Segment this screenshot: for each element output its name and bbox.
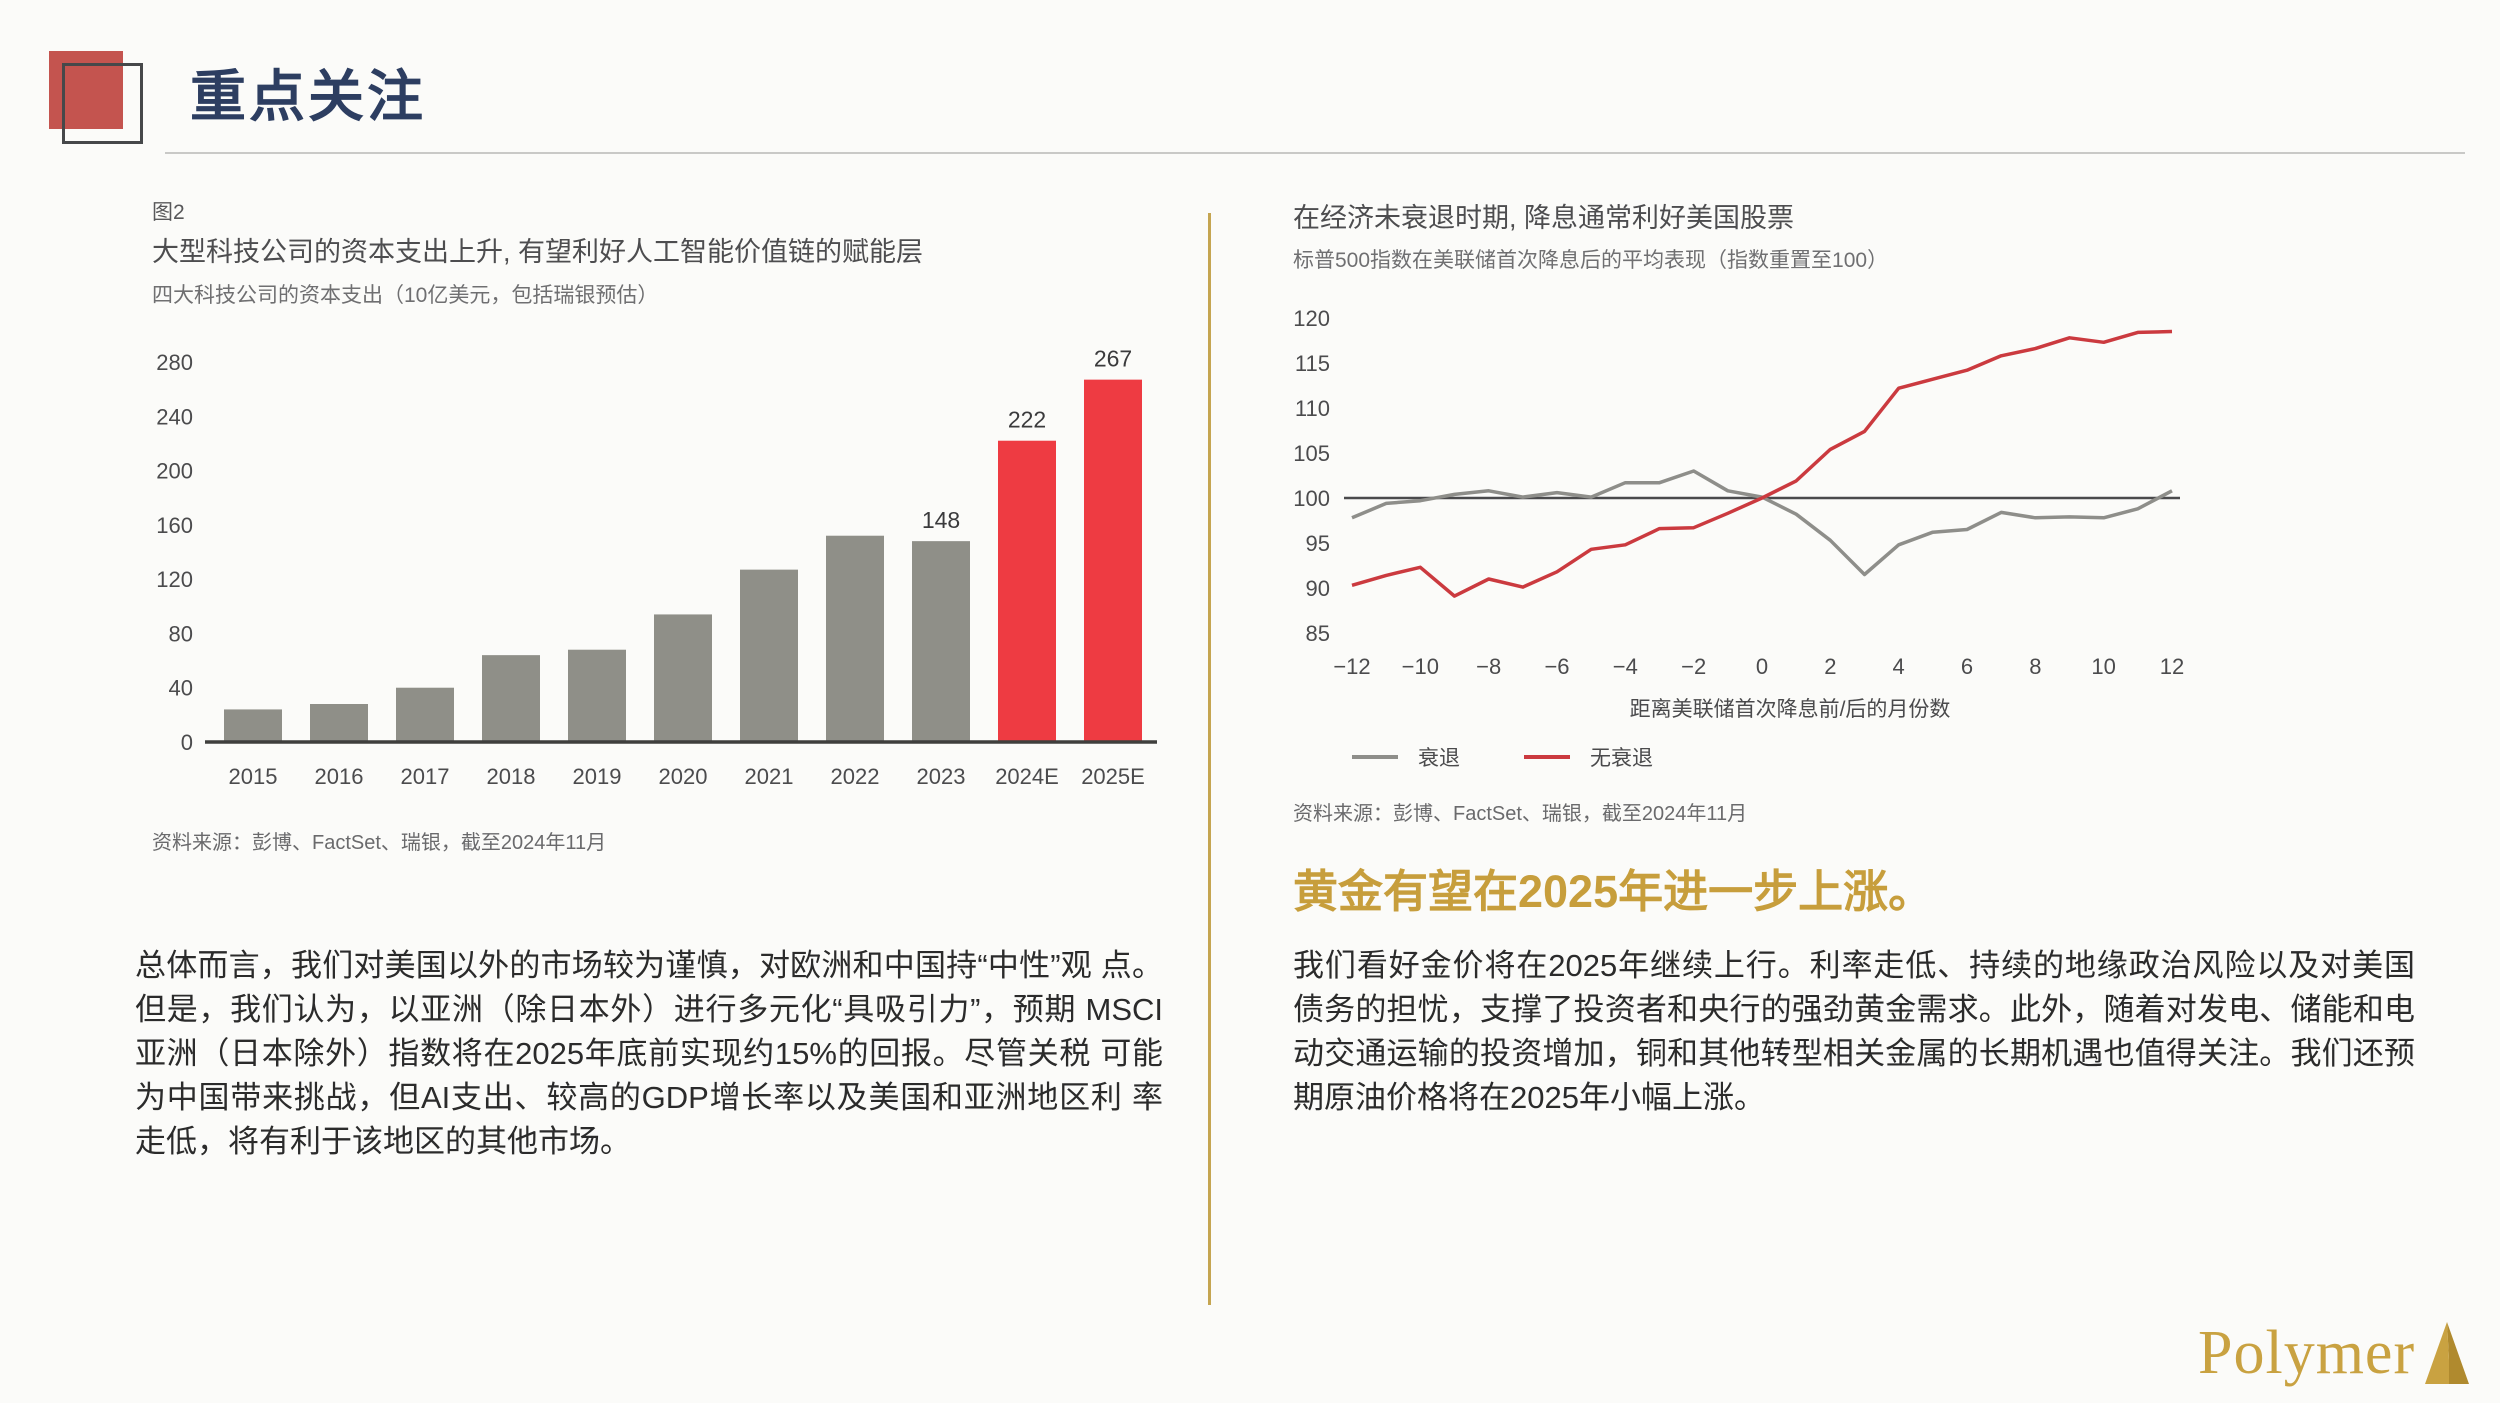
bar-y-tick-label: 280 bbox=[156, 350, 193, 375]
legend-item-recession: 衰退 bbox=[1352, 742, 1460, 772]
bar-2015 bbox=[224, 709, 282, 742]
bar-x-tick-label: 2025E bbox=[1081, 764, 1145, 789]
logo-triangle-icon bbox=[2425, 1322, 2470, 1384]
bar-y-tick-label: 40 bbox=[169, 676, 193, 701]
bar-2021 bbox=[740, 569, 798, 742]
line-x-tick-label: −10 bbox=[1402, 654, 1439, 679]
column-divider-line bbox=[1208, 213, 1211, 1305]
line-y-tick-label: 120 bbox=[1293, 306, 1330, 331]
bar-y-tick-label: 0 bbox=[181, 730, 193, 755]
line-x-tick-label: 4 bbox=[1893, 654, 1905, 679]
series-line-无衰退 bbox=[1351, 329, 2173, 598]
bar-x-tick-label: 2018 bbox=[487, 764, 536, 789]
page-title: 重点关注 bbox=[190, 65, 426, 128]
line-chart-legend: 衰退 无衰退 bbox=[1352, 742, 1653, 772]
line-chart-x-axis-label: 距离美联储首次降息前/后的月份数 bbox=[1630, 698, 1951, 721]
line-x-tick-label: 2 bbox=[1824, 654, 1836, 679]
logo-wordmark: Polymer bbox=[2198, 1319, 2416, 1387]
bar-x-tick-label: 2016 bbox=[315, 764, 364, 789]
line-x-tick-label: 0 bbox=[1756, 654, 1768, 679]
bar-x-tick-label: 2017 bbox=[401, 764, 450, 789]
bar-x-tick-label: 2020 bbox=[659, 764, 708, 789]
line-y-tick-label: 110 bbox=[1295, 396, 1330, 421]
title-divider-line bbox=[165, 152, 2465, 154]
recession-line-swatch bbox=[1352, 755, 1398, 759]
bar-2019 bbox=[568, 649, 626, 742]
line-x-tick-label: −4 bbox=[1613, 654, 1638, 679]
line-x-tick-label: 10 bbox=[2091, 654, 2115, 679]
line-x-tick-label: 8 bbox=[2029, 654, 2041, 679]
bar-y-tick-label: 240 bbox=[156, 404, 193, 429]
line-y-tick-label: 90 bbox=[1306, 576, 1330, 601]
bar-value-label: 222 bbox=[1008, 407, 1046, 433]
right-chart-title: 在经济未衰退时期, 降息通常利好美国股票 bbox=[1293, 203, 1795, 233]
line-x-tick-label: −12 bbox=[1333, 654, 1370, 679]
sp500-line-chart: 85 90 95 100 105 110 115 120 −12 −10 −8 −6 −4 −2 0 2 4 6 8… bbox=[1293, 306, 2184, 721]
bar-value-label: 148 bbox=[922, 507, 960, 533]
bar-y-tick-label: 200 bbox=[156, 459, 193, 484]
bar-value-label: 267 bbox=[1094, 346, 1132, 372]
bar-x-tick-label: 2024E bbox=[995, 764, 1059, 789]
bar-y-tick-label: 120 bbox=[156, 567, 193, 592]
legend-label-recession: 衰退 bbox=[1418, 747, 1460, 770]
bar-2017 bbox=[396, 687, 454, 742]
bar-x-tick-label: 2015 bbox=[229, 764, 278, 789]
legend-label-no-recession: 无衰退 bbox=[1590, 747, 1653, 770]
line-x-tick-label: 6 bbox=[1961, 654, 1973, 679]
series-line-衰退 bbox=[1351, 469, 2173, 577]
right-chart-subtitle: 标普500指数在美联储首次降息后的平均表现（指数重置至100） bbox=[1293, 249, 1889, 272]
left-chart-subtitle: 四大科技公司的资本支出（10亿美元，包括瑞银预估） bbox=[152, 284, 659, 307]
gold-heading: 黄金有望在2025年进一步上涨。 bbox=[1293, 866, 1934, 917]
left-chart-source: 资料来源：彭博、FactSet、瑞银，截至2024年11月 bbox=[152, 832, 607, 854]
line-y-tick-label: 100 bbox=[1293, 486, 1330, 511]
right-commentary-paragraph: 我们看好金价将在2025年继续上行。利率走低、持续的地缘政治风险以及对美国债务的… bbox=[1293, 948, 2415, 1115]
bar-x-tick-label: 2022 bbox=[831, 764, 880, 789]
bar-x-tick-label: 2019 bbox=[573, 764, 622, 789]
line-x-tick-label: 12 bbox=[2160, 654, 2184, 679]
line-y-tick-label: 95 bbox=[1306, 531, 1330, 556]
line-x-tick-label: −6 bbox=[1544, 654, 1569, 679]
bar-2023 bbox=[912, 541, 970, 742]
right-chart-source: 资料来源：彭博、FactSet、瑞银，截至2024年11月 bbox=[1293, 803, 1748, 825]
bar-2025E bbox=[1084, 379, 1142, 742]
bar-y-tick-label: 80 bbox=[169, 621, 193, 646]
figure-number-label: 图2 bbox=[152, 201, 185, 224]
line-x-tick-label: −2 bbox=[1681, 654, 1706, 679]
decorative-outline-square bbox=[62, 63, 143, 144]
bar-2024E bbox=[998, 440, 1056, 742]
no-recession-line-swatch bbox=[1524, 755, 1570, 759]
bar-2020 bbox=[654, 614, 712, 742]
line-y-tick-label: 85 bbox=[1306, 621, 1330, 646]
bar-2016 bbox=[310, 704, 368, 742]
bar-x-tick-label: 2021 bbox=[745, 764, 794, 789]
line-y-tick-label: 115 bbox=[1295, 351, 1330, 376]
bar-2018 bbox=[482, 655, 540, 742]
capex-bar-chart: 0 40 80 120 160 200 240 280 2015 2016 2017 2018 2019… bbox=[156, 346, 1157, 789]
bar-x-tick-label: 2023 bbox=[917, 764, 966, 789]
left-chart-title: 大型科技公司的资本支出上升, 有望利好人工智能价值链的赋能层 bbox=[152, 237, 924, 267]
left-commentary-paragraph: 总体而言，我们对美国以外的市场较为谨慎，对欧洲和中国持“中性”观 点。但是，我们… bbox=[135, 948, 1163, 1159]
line-x-tick-label: −8 bbox=[1476, 654, 1501, 679]
bar-2022 bbox=[826, 535, 884, 742]
legend-item-no-recession: 无衰退 bbox=[1524, 742, 1653, 772]
company-logo: Polymer bbox=[2198, 1318, 2475, 1384]
line-y-tick-label: 105 bbox=[1293, 441, 1330, 466]
bar-y-tick-label: 160 bbox=[156, 513, 193, 538]
